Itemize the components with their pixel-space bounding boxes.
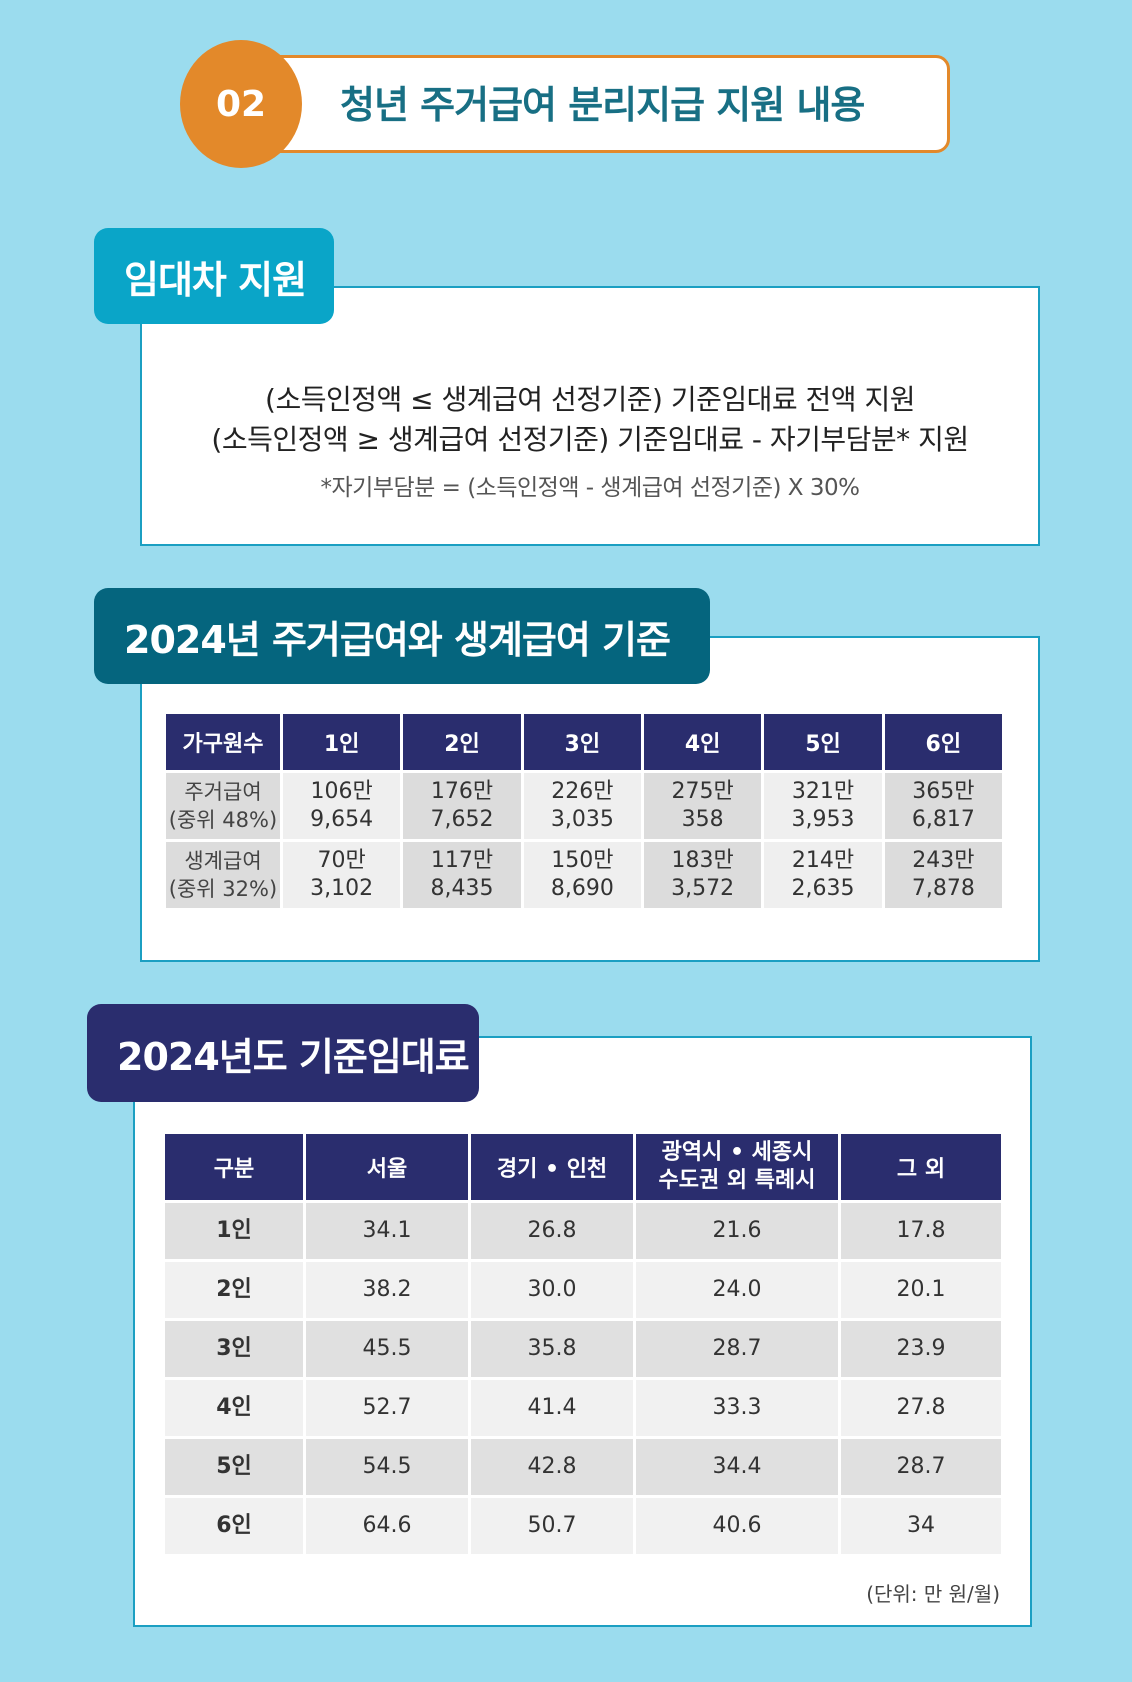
table-cell: 106만 9,654 (283, 773, 401, 839)
table-cell: 365만 6,817 (884, 773, 1002, 839)
table-header: 4인 (643, 714, 762, 770)
table-cell: 70만 3,102 (283, 842, 401, 908)
row-label: 5인 (165, 1439, 303, 1495)
self-burden-note: *자기부담분 = (소득인정액 - 생계급여 선정기준) X 30% (320, 475, 860, 501)
table-cell: 214만 2,635 (764, 842, 882, 908)
table-cell: 321만 3,953 (764, 773, 882, 839)
table-row: 2인 38.2 30.0 24.0 20.1 (165, 1262, 1001, 1318)
table-cell: 34.1 (306, 1203, 468, 1259)
table-cell: 54.5 (306, 1439, 468, 1495)
table-row: 생계급여 (중위 32%) 70만 3,102 117만 8,435 150만 8,69… (166, 842, 1002, 908)
table-cell: 28.7 (841, 1439, 1001, 1495)
table-header: 5인 (764, 714, 882, 770)
table-cell: 20.1 (841, 1262, 1001, 1318)
table-header: 그 외 (841, 1134, 1001, 1200)
table-header: 3인 (523, 714, 641, 770)
row-label: 생계급여 (중위 32%) (166, 842, 280, 908)
table-cell: 40.6 (636, 1498, 838, 1554)
support-rule-full: (소득인정액 ≤ 생계급여 선정기준) 기준임대료 전액 지원 (265, 383, 915, 416)
benefit-standard-tag: 2024년 주거급여와 생계급여 기준 (94, 588, 710, 684)
header-banner (260, 55, 950, 153)
support-rule-partial: (소득인정액 ≥ 생계급여 선정기준) 기준임대료 - 자기부담분* 지원 (211, 423, 969, 456)
table-header: 1인 (283, 714, 401, 770)
table-cell: 64.6 (306, 1498, 468, 1554)
row-label: 3인 (165, 1321, 303, 1377)
table-cell: 41.4 (471, 1380, 633, 1436)
row-label: 4인 (165, 1380, 303, 1436)
table-cell: 226만 3,035 (523, 773, 641, 839)
table-cell: 27.8 (841, 1380, 1001, 1436)
table-cell: 45.5 (306, 1321, 468, 1377)
row-label: 주거급여 (중위 48%) (166, 773, 280, 839)
table-cell: 17.8 (841, 1203, 1001, 1259)
benefit-standard-table: 가구원수 1인 2인 3인 4인 5인 6인 주거급여 (중위 48%) 106만… (163, 711, 1005, 911)
table-cell: 50.7 (471, 1498, 633, 1554)
table-cell: 275만 358 (643, 773, 762, 839)
standard-rent-table: 구분 서울 경기 • 인천 광역시 • 세종시 수도권 외 특례시 그 외 1인 … (162, 1131, 1004, 1557)
table-cell: 26.8 (471, 1203, 633, 1259)
row-label: 1인 (165, 1203, 303, 1259)
table-header: 6인 (884, 714, 1002, 770)
table-header: 광역시 • 세종시 수도권 외 특례시 (636, 1134, 838, 1200)
table-cell: 243만 7,878 (884, 842, 1002, 908)
table-cell: 52.7 (306, 1380, 468, 1436)
unit-note: (단위: 만 원/월) (866, 1582, 1000, 1606)
table-cell: 183만 3,572 (643, 842, 762, 908)
table-cell: 24.0 (636, 1262, 838, 1318)
row-label: 2인 (165, 1262, 303, 1318)
table-cell: 176만 7,652 (403, 773, 521, 839)
table-row: 4인 52.7 41.4 33.3 27.8 (165, 1380, 1001, 1436)
table-header: 2인 (403, 714, 521, 770)
table-cell: 28.7 (636, 1321, 838, 1377)
page-title: 청년 주거급여 분리지급 지원 내용 (340, 83, 865, 127)
section-number-badge: 02 (180, 40, 302, 168)
table-header: 경기 • 인천 (471, 1134, 633, 1200)
table-cell: 35.8 (471, 1321, 633, 1377)
table-row: 5인 54.5 42.8 34.4 28.7 (165, 1439, 1001, 1495)
table-row: 3인 45.5 35.8 28.7 23.9 (165, 1321, 1001, 1377)
table-cell: 42.8 (471, 1439, 633, 1495)
table-cell: 21.6 (636, 1203, 838, 1259)
table-cell: 150만 8,690 (523, 842, 641, 908)
table-cell: 34 (841, 1498, 1001, 1554)
table-cell: 38.2 (306, 1262, 468, 1318)
row-label: 6인 (165, 1498, 303, 1554)
table-cell: 30.0 (471, 1262, 633, 1318)
table-cell: 23.9 (841, 1321, 1001, 1377)
standard-rent-tag: 2024년도 기준임대료 (87, 1004, 479, 1102)
table-row: 주거급여 (중위 48%) 106만 9,654 176만 7,652 226만 3,0… (166, 773, 1002, 839)
table-row: 1인 34.1 26.8 21.6 17.8 (165, 1203, 1001, 1259)
table-header: 구분 (165, 1134, 303, 1200)
table-header: 서울 (306, 1134, 468, 1200)
rental-support-box (140, 286, 1040, 546)
table-cell: 117만 8,435 (403, 842, 521, 908)
table-row: 6인 64.6 50.7 40.6 34 (165, 1498, 1001, 1554)
table-header: 가구원수 (166, 714, 280, 770)
table-cell: 33.3 (636, 1380, 838, 1436)
table-cell: 34.4 (636, 1439, 838, 1495)
rental-support-tag: 임대차 지원 (94, 228, 334, 324)
